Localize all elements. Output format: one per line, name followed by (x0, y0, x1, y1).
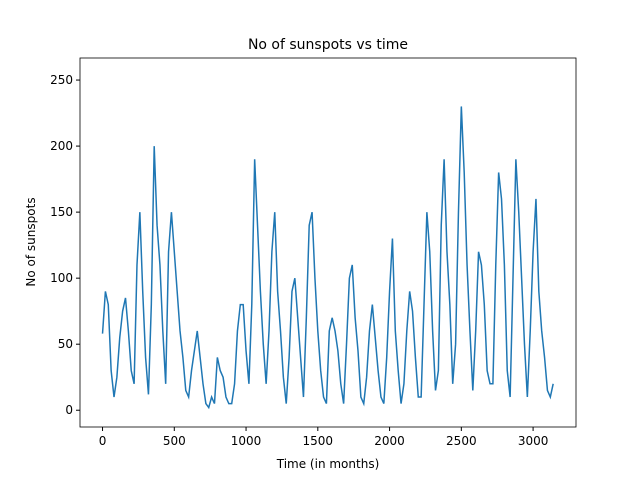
x-tick-label: 500 (163, 434, 186, 448)
x-tick-label: 2000 (374, 434, 405, 448)
x-tick-label: 1500 (303, 434, 334, 448)
x-tick-label: 1000 (231, 434, 262, 448)
x-axis-label: Time (in months) (276, 457, 380, 471)
y-tick-label: 200 (50, 139, 73, 153)
x-tick-label: 3000 (518, 434, 549, 448)
y-tick-label: 150 (50, 205, 73, 219)
y-tick-label: 100 (50, 271, 73, 285)
y-tick-label: 0 (65, 403, 73, 417)
plot-frame (79, 57, 577, 428)
chart-title: No of sunspots vs time (248, 37, 408, 53)
y-tick-label: 50 (58, 337, 73, 351)
y-axis-label: No of sunspots (24, 197, 38, 286)
y-tick-label: 250 (50, 73, 73, 87)
line-series (101, 106, 554, 410)
x-tick-label: 0 (99, 434, 107, 448)
x-tick-label: 2500 (446, 434, 477, 448)
